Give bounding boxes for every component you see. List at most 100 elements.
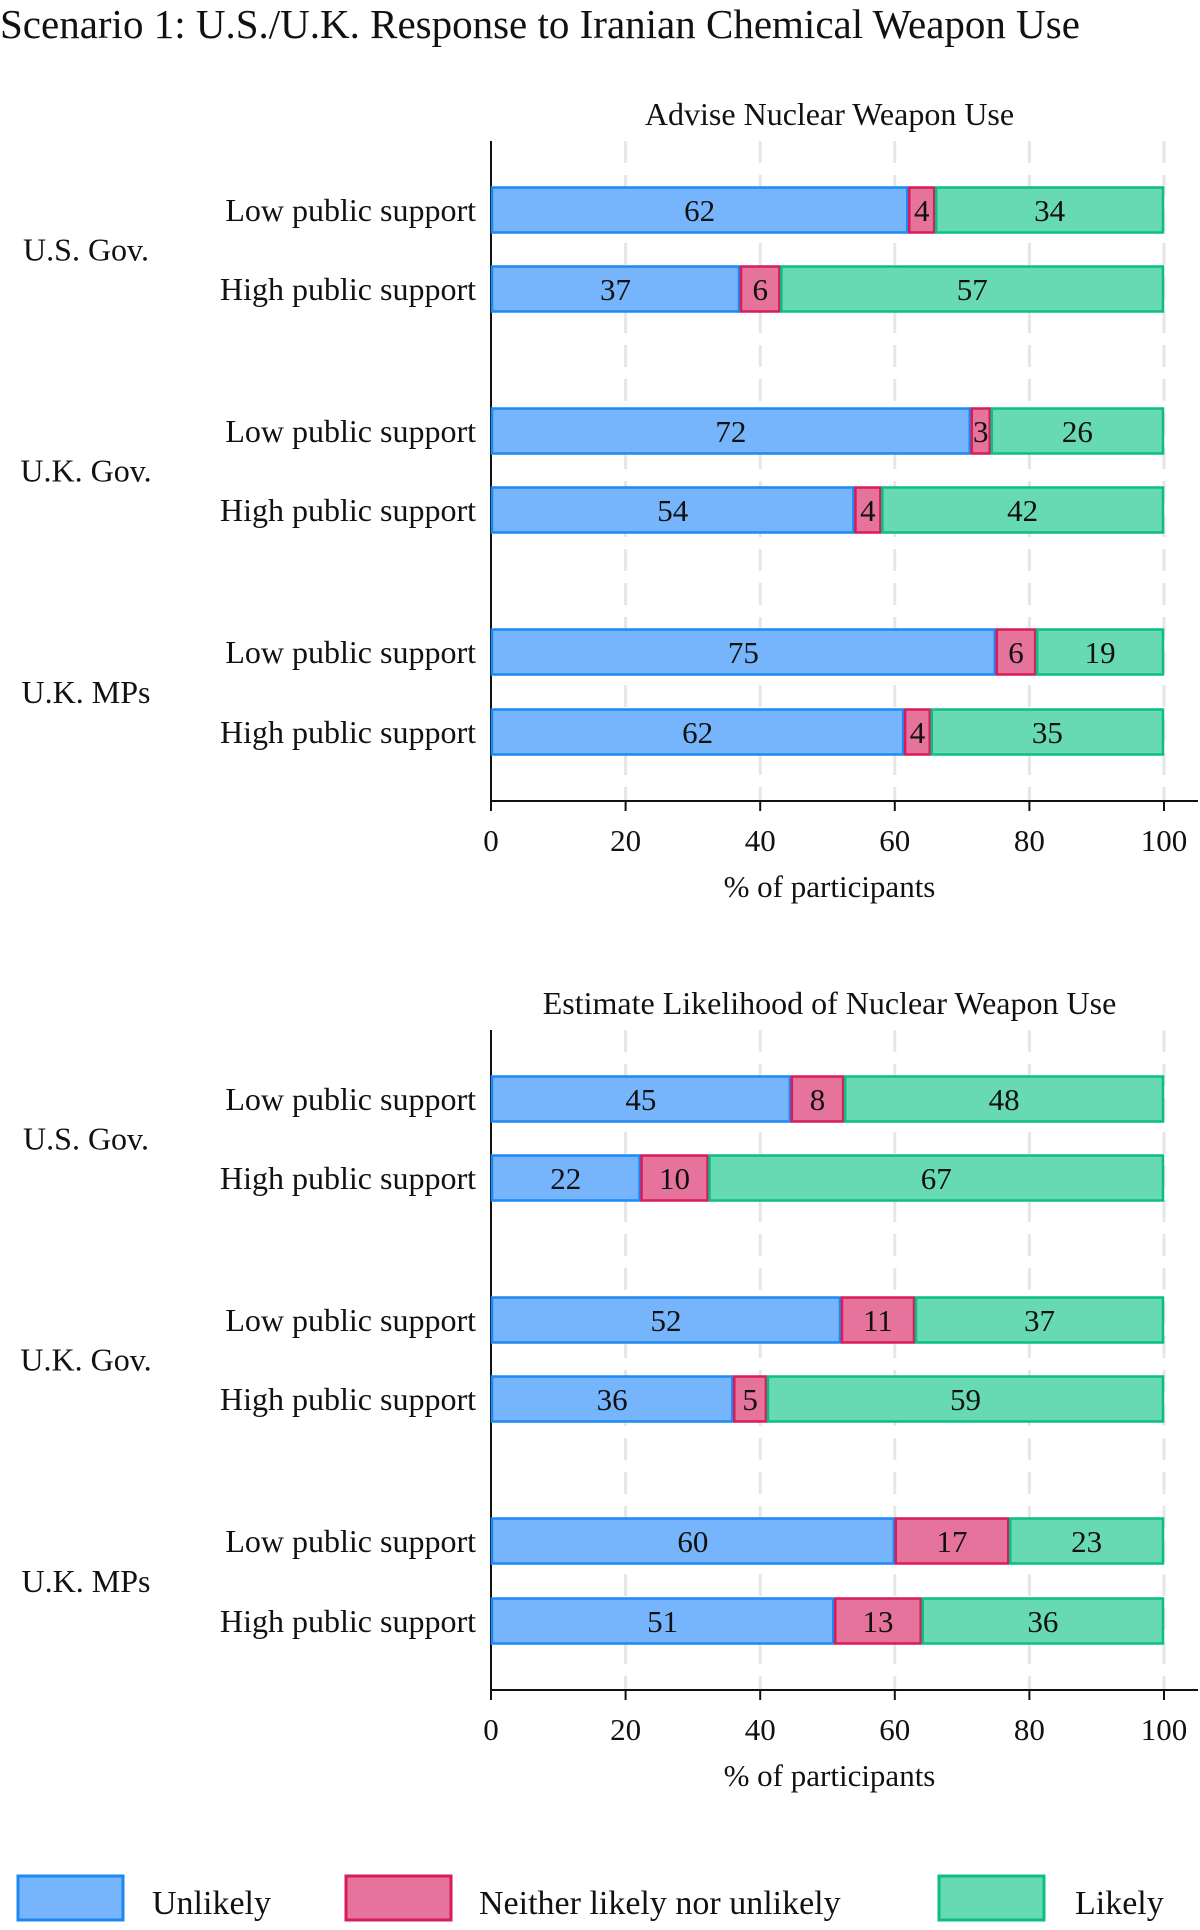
bar-segment <box>739 265 781 313</box>
bar-segment <box>908 186 936 234</box>
data-label: 4 <box>914 193 930 228</box>
bar-segment <box>990 407 1165 455</box>
row-label: Low public support <box>225 1523 476 1559</box>
row-label: High public support <box>220 1160 476 1196</box>
bar-segment <box>490 1296 842 1344</box>
data-label: 72 <box>715 414 746 449</box>
data-label: 62 <box>682 715 713 750</box>
bar-segment <box>1035 628 1165 676</box>
x-tick-label: 60 <box>879 823 910 858</box>
x-tick-label: 20 <box>610 1712 641 1747</box>
bar-segment <box>708 1154 1165 1202</box>
x-axis-label: % of participants <box>724 869 936 904</box>
x-tick-label: 0 <box>483 1712 499 1747</box>
row-label: High public support <box>220 714 476 750</box>
x-axis-label: % of participants <box>724 1758 936 1793</box>
bar-segment <box>490 1075 792 1123</box>
bar-segment <box>930 708 1165 756</box>
bar-segment <box>490 1597 835 1645</box>
x-tick-label: 100 <box>1141 1712 1188 1747</box>
data-label: 62 <box>684 193 715 228</box>
panel-title: Advise Nuclear Weapon Use <box>645 96 1014 132</box>
bar-segment <box>903 708 932 756</box>
data-label: 36 <box>597 1382 628 1417</box>
legend-swatch <box>16 1874 125 1922</box>
bar-segment <box>490 628 996 676</box>
bar-segment <box>934 186 1165 234</box>
panel-title: Estimate Likelihood of Nuclear Weapon Us… <box>543 985 1117 1021</box>
bar-segment <box>780 265 1165 313</box>
bar-segment <box>733 1375 768 1423</box>
row-label: Low public support <box>225 413 476 449</box>
data-label: 37 <box>1024 1303 1055 1338</box>
data-label: 67 <box>921 1161 952 1196</box>
data-label: 48 <box>989 1082 1020 1117</box>
bar-segment <box>833 1597 922 1645</box>
x-tick-label: 20 <box>610 823 641 858</box>
row-label: Low public support <box>225 1081 476 1117</box>
data-label: 13 <box>862 1604 893 1639</box>
bar-segment <box>894 1517 1010 1565</box>
group-label: U.S. Gov. <box>23 1121 149 1157</box>
data-label: 75 <box>728 635 759 670</box>
bar-segment <box>921 1597 1165 1645</box>
data-label: 6 <box>752 272 768 307</box>
data-label: 52 <box>650 1303 681 1338</box>
row-label: Low public support <box>225 1302 476 1338</box>
row-label: Low public support <box>225 634 476 670</box>
group-label: U.K. MPs <box>22 674 151 710</box>
row-label: High public support <box>220 1381 476 1417</box>
data-label: 45 <box>625 1082 656 1117</box>
row-label: High public support <box>220 492 476 528</box>
legend-swatch <box>937 1874 1046 1922</box>
row-label: High public support <box>220 271 476 307</box>
data-label: 57 <box>957 272 988 307</box>
group-label: U.K. MPs <box>22 1563 151 1599</box>
data-label: 5 <box>742 1382 758 1417</box>
legend-swatch <box>344 1874 453 1922</box>
data-label: 4 <box>910 715 926 750</box>
data-label: 60 <box>677 1524 708 1559</box>
data-label: 10 <box>659 1161 690 1196</box>
data-label: 51 <box>647 1604 678 1639</box>
data-label: 34 <box>1034 193 1066 228</box>
bar-segment <box>854 486 882 534</box>
bar-segment <box>914 1296 1165 1344</box>
data-label: 23 <box>1071 1524 1102 1559</box>
legend-label: Unlikely <box>152 1885 271 1922</box>
data-label: 11 <box>863 1303 893 1338</box>
bar-segment <box>790 1075 845 1123</box>
data-label: 59 <box>950 1382 981 1417</box>
x-tick-label: 60 <box>879 1712 910 1747</box>
bar-segment <box>490 486 855 534</box>
data-label: 3 <box>973 414 989 449</box>
group-label: U.K. Gov. <box>20 1342 151 1378</box>
data-label: 22 <box>550 1161 581 1196</box>
group-label: U.S. Gov. <box>23 232 149 268</box>
data-label: 42 <box>1007 493 1038 528</box>
bar-segment <box>490 186 909 234</box>
x-tick-label: 80 <box>1014 823 1045 858</box>
bar-segment <box>840 1296 916 1344</box>
data-label: 37 <box>600 272 631 307</box>
figure-title: Scenario 1: U.S./U.K. Response to Irania… <box>0 1 1080 47</box>
x-tick-label: 40 <box>745 823 776 858</box>
x-tick-label: 100 <box>1141 823 1188 858</box>
bar-segment <box>881 486 1165 534</box>
bar-segment <box>1008 1517 1165 1565</box>
data-label: 36 <box>1027 1604 1058 1639</box>
bar-segment <box>490 1517 896 1565</box>
bar-segment <box>766 1375 1165 1423</box>
data-label: 19 <box>1085 635 1116 670</box>
data-label: 35 <box>1032 715 1063 750</box>
bar-segment <box>640 1154 709 1202</box>
legend-label: Likely <box>1075 1885 1164 1922</box>
legend-label: Neither likely nor unlikely <box>479 1885 841 1922</box>
bar-segment <box>490 265 741 313</box>
row-label: Low public support <box>225 192 476 228</box>
data-label: 54 <box>657 493 689 528</box>
bar-segment <box>490 708 905 756</box>
x-tick-label: 0 <box>483 823 499 858</box>
bar-segment <box>843 1075 1165 1123</box>
